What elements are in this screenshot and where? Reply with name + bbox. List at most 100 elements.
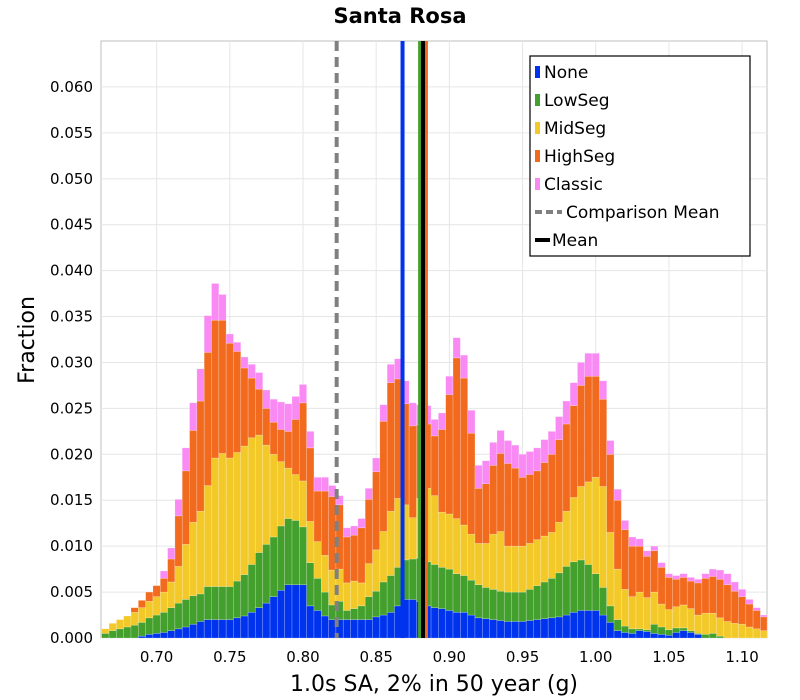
y-axis-ticks: 0.000 0.005 0.010 0.015 0.020 0.025 0.030 0.035… xyxy=(50,78,93,647)
bar-segment-lowseg xyxy=(547,577,556,619)
y-tick-label: 0.020 xyxy=(50,445,93,463)
bar-segment-midseg xyxy=(577,486,586,561)
bar-segment-midseg xyxy=(181,544,190,600)
bar-segment-highseg xyxy=(189,430,198,523)
bar-segment-midseg xyxy=(350,580,359,609)
bar-segment-midseg xyxy=(364,563,373,597)
legend-swatch xyxy=(535,66,540,78)
bar-segment-classic xyxy=(211,283,220,321)
bar-segment-classic xyxy=(555,416,564,440)
bar-segment-none xyxy=(357,619,366,639)
bar-segment-lowseg xyxy=(130,624,139,639)
bar-segment-highseg xyxy=(364,499,373,564)
bar-segment-none xyxy=(152,633,161,639)
bar-segment-none xyxy=(189,623,198,639)
bar-segment-none xyxy=(525,620,534,639)
bar-segment-lowseg xyxy=(262,544,271,604)
bar-segment-midseg xyxy=(496,531,505,592)
bar-segment-none xyxy=(562,614,571,639)
bar-segment-classic xyxy=(320,476,329,492)
bar-segment-highseg xyxy=(672,578,681,608)
bar-segment-highseg xyxy=(555,439,564,523)
bar-segment-none xyxy=(606,622,615,639)
bar-segment-lowseg xyxy=(657,626,666,635)
bar-segment-highseg xyxy=(277,429,285,462)
bar-segment-classic xyxy=(613,488,622,501)
bar-segment-lowseg xyxy=(269,536,278,597)
bar-segment-lowseg xyxy=(240,574,249,617)
bar-segment-none xyxy=(635,630,644,639)
bar-segment-midseg xyxy=(489,533,498,590)
x-tick-label: 1.05 xyxy=(652,648,685,666)
bar-segment-none xyxy=(445,610,454,639)
bar-segment-lowseg xyxy=(525,589,534,621)
bar-segment-highseg xyxy=(496,453,505,532)
bar-segment-classic xyxy=(708,568,717,577)
bar-segment-none xyxy=(518,621,527,639)
bar-segment-highseg xyxy=(467,432,476,535)
bar-segment-midseg xyxy=(408,517,417,560)
bar-segment-lowseg xyxy=(467,579,476,616)
bar-segment-lowseg xyxy=(233,580,242,619)
bar-segment-lowseg xyxy=(555,572,564,618)
legend: None LowSeg MidSeg HighSeg Classic Comparison… xyxy=(529,55,751,257)
bar-segment-lowseg xyxy=(189,595,198,625)
bar-segment-highseg xyxy=(408,425,417,518)
bar-segment-classic xyxy=(174,499,183,517)
bar-segment-classic xyxy=(694,578,703,584)
mean-lines xyxy=(334,41,428,638)
bar-segment-lowseg xyxy=(445,568,454,611)
bar-segment-midseg xyxy=(108,623,117,631)
bar-segment-classic xyxy=(313,476,322,492)
bar-segment-none xyxy=(460,611,468,639)
bar-segment-midseg xyxy=(657,603,666,628)
bar-segment-highseg xyxy=(525,474,534,544)
bar-segment-none xyxy=(174,628,183,639)
bar-segment-classic xyxy=(679,573,688,578)
legend-label: Classic xyxy=(544,175,603,195)
bar-segment-highseg xyxy=(181,470,190,545)
bar-segment-none xyxy=(364,619,373,639)
bar-segment-classic xyxy=(760,614,768,618)
bar-segment-lowseg xyxy=(203,586,212,620)
bar-segment-lowseg xyxy=(291,520,300,586)
bar-segment-lowseg xyxy=(503,591,512,622)
bar-segment-highseg xyxy=(240,367,249,447)
bar-segment-classic xyxy=(686,577,695,582)
bar-segment-none xyxy=(664,634,673,639)
bar-segment-classic xyxy=(503,440,512,464)
bar-segment-highseg xyxy=(511,467,520,547)
x-axis-ticks: 0.70 0.75 0.80 0.85 0.90 0.95 1.00 1.05 1.10 xyxy=(140,648,759,666)
bar-segment-midseg xyxy=(533,539,542,586)
bar-segment-lowseg xyxy=(306,562,315,607)
bar-segment-lowseg xyxy=(299,526,307,586)
bar-segment-lowseg xyxy=(145,617,154,635)
bar-segment-midseg xyxy=(233,452,242,582)
bar-segment-midseg xyxy=(503,545,512,593)
bar-segment-midseg xyxy=(138,607,146,623)
bar-segment-highseg xyxy=(138,600,146,608)
bar-segment-highseg xyxy=(694,582,703,616)
bar-segment-highseg xyxy=(145,591,154,602)
legend-item: Mean xyxy=(535,231,598,251)
bar-segment-midseg xyxy=(284,467,293,519)
bar-segment-lowseg xyxy=(701,634,710,639)
bar-segment-classic xyxy=(299,384,307,404)
bar-segment-none xyxy=(408,599,417,639)
bar-segment-classic xyxy=(650,545,659,552)
bar-segment-none xyxy=(503,621,512,639)
bar-segment-none xyxy=(657,634,666,639)
bar-segment-highseg xyxy=(262,408,271,446)
bar-segment-classic xyxy=(225,333,234,344)
bar-segment-classic xyxy=(577,362,586,386)
bar-segment-none xyxy=(277,589,285,639)
bar-segment-midseg xyxy=(686,608,695,631)
bar-segment-midseg xyxy=(357,582,366,607)
bar-segment-highseg xyxy=(643,555,651,598)
bar-segment-lowseg xyxy=(225,586,234,620)
bar-segment-highseg xyxy=(430,435,439,496)
bar-segment-classic xyxy=(284,403,293,432)
y-tick-label: 0.030 xyxy=(50,353,93,371)
bar-segment-midseg xyxy=(452,518,461,575)
bar-segment-classic xyxy=(218,294,227,321)
